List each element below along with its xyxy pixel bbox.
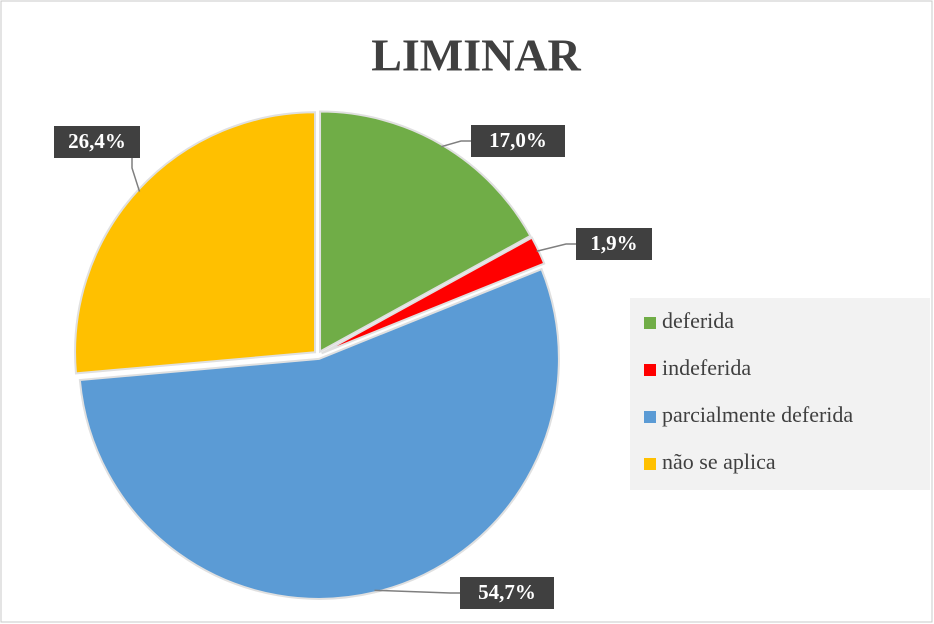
leader-line	[536, 243, 576, 253]
legend-box	[630, 298, 930, 490]
data-label: 54,7%	[478, 580, 536, 604]
leader-line	[440, 140, 471, 148]
legend-swatch	[644, 458, 656, 470]
data-label: 1,9%	[590, 231, 637, 255]
data-label-box	[54, 126, 140, 158]
leader-line	[131, 158, 141, 192]
data-label: 26,4%	[68, 129, 126, 153]
legend-swatch	[644, 364, 656, 376]
pie-slice	[319, 110, 532, 354]
data-label-box	[471, 125, 565, 157]
legend-label: parcialmente deferida	[662, 402, 853, 427]
legend-label: não se aplica	[662, 449, 776, 474]
legend-swatch	[644, 411, 656, 423]
leader-line	[374, 589, 460, 594]
pie-slice	[74, 111, 317, 375]
legend-label: deferida	[662, 308, 734, 333]
chart-title: LIMINAR	[371, 30, 581, 81]
data-label: 17,0%	[489, 128, 547, 152]
pie-slice	[78, 267, 560, 600]
legend-label: indeferida	[662, 355, 751, 380]
data-label-box	[460, 577, 554, 609]
legend-swatch	[644, 317, 656, 329]
data-label-box	[576, 228, 652, 260]
